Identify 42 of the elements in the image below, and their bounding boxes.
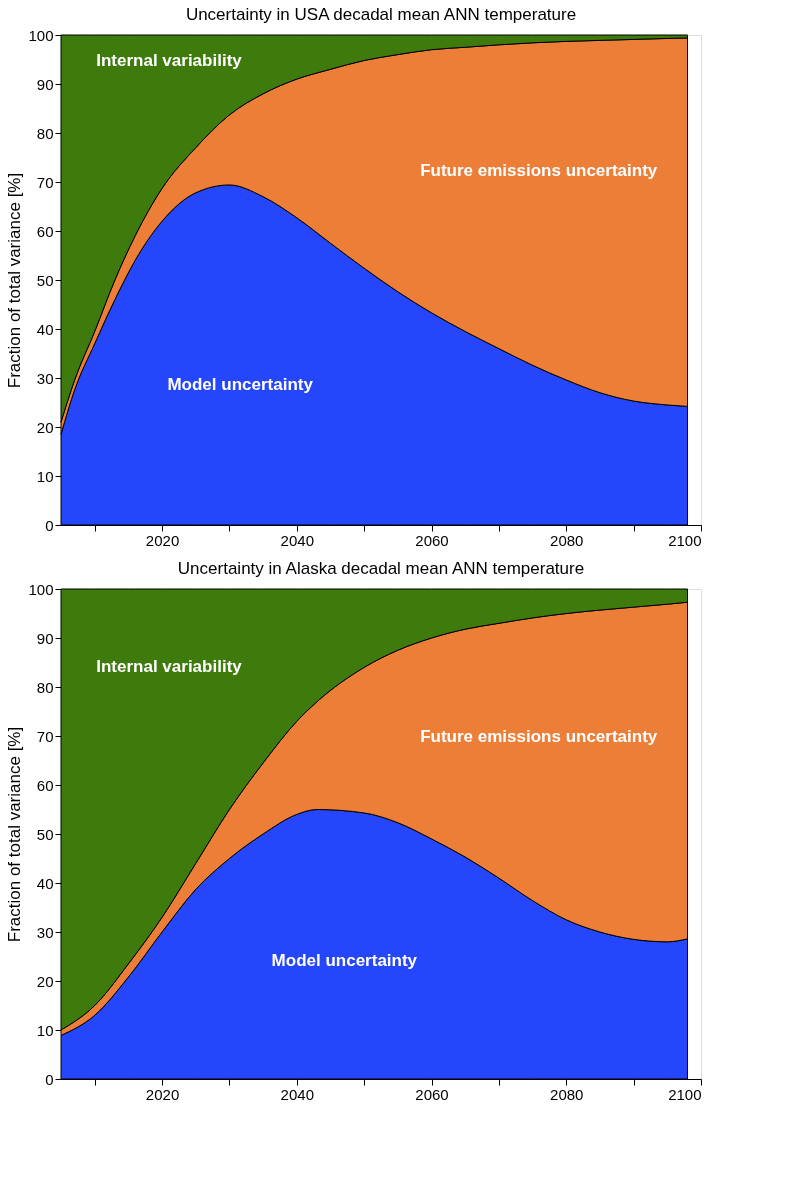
x-tick-label: 2100 bbox=[668, 1085, 702, 1103]
series-label: Future emissions uncertainty bbox=[420, 727, 658, 747]
series-label: Model uncertainty bbox=[271, 950, 418, 970]
y-tick-label: 40 bbox=[36, 874, 54, 892]
y-tick-label: 70 bbox=[36, 173, 54, 191]
x-tick-label: 2080 bbox=[550, 1085, 584, 1103]
y-tick-label: 20 bbox=[36, 418, 54, 436]
x-tick-label: 2060 bbox=[415, 1085, 449, 1103]
y-tick-label: 40 bbox=[36, 320, 54, 338]
y-tick-label: 90 bbox=[36, 75, 54, 93]
x-tick-label: 2060 bbox=[415, 531, 449, 549]
chart-title: Uncertainty in USA decadal mean ANN temperature bbox=[185, 5, 577, 24]
y-tick-label: 0 bbox=[45, 1070, 54, 1088]
y-tick-label: 50 bbox=[36, 825, 54, 843]
x-tick-label: 2040 bbox=[280, 1085, 314, 1103]
x-tick-label: 2080 bbox=[550, 531, 584, 549]
series-label: Internal variability bbox=[96, 51, 243, 71]
y-tick-label: 30 bbox=[36, 923, 54, 941]
series-label: Future emissions uncertainty bbox=[420, 161, 658, 181]
chart-title: Uncertainty in Alaska decadal mean ANN temperature bbox=[177, 559, 585, 578]
y-tick-label: 80 bbox=[36, 678, 54, 696]
y-axis-title: Fraction of total variance [%] bbox=[5, 172, 25, 389]
x-tick-label: 2100 bbox=[668, 531, 702, 549]
y-tick-label: 50 bbox=[36, 271, 54, 289]
y-tick-label: 0 bbox=[45, 516, 54, 534]
x-tick-label: 2020 bbox=[145, 531, 180, 549]
x-tick-label: 2040 bbox=[280, 531, 314, 549]
y-tick-label: 10 bbox=[36, 1021, 54, 1039]
series-label: Internal variability bbox=[96, 657, 243, 677]
y-tick-label: 10 bbox=[36, 467, 54, 485]
y-tick-label: 80 bbox=[36, 124, 54, 142]
y-tick-label: 30 bbox=[36, 369, 54, 387]
y-tick-label: 60 bbox=[36, 222, 54, 240]
y-tick-label: 60 bbox=[36, 776, 54, 794]
y-tick-label: 20 bbox=[36, 972, 54, 990]
x-tick-label: 2020 bbox=[145, 1085, 180, 1103]
y-axis-title: Fraction of total variance [%] bbox=[5, 726, 25, 943]
y-tick-label: 70 bbox=[36, 727, 54, 745]
series-label: Model uncertainty bbox=[167, 375, 314, 395]
y-tick-label: 90 bbox=[36, 629, 54, 647]
y-tick-label: 100 bbox=[28, 580, 54, 598]
y-tick-label: 100 bbox=[28, 26, 54, 44]
